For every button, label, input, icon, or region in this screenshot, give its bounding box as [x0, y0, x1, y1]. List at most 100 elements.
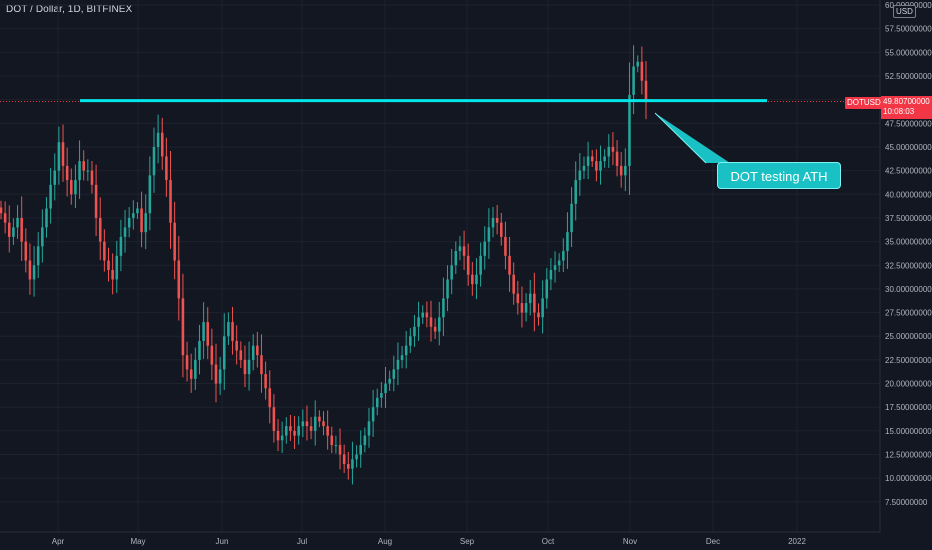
candle-body [280, 435, 284, 441]
candle-body [78, 161, 81, 181]
candle-body [103, 241, 106, 261]
candle-body [198, 340, 201, 360]
candle-body [61, 142, 65, 166]
candle-body [640, 61, 644, 81]
candle-body [218, 369, 222, 384]
candle-body [7, 222, 11, 237]
candle-body [355, 454, 358, 460]
callout-pointer-edge [654, 112, 707, 164]
symbol-price-tag: DOTUSD [845, 97, 883, 109]
candle-body [487, 227, 491, 242]
candle-body [3, 213, 7, 223]
y-tick-label: 40.00000000 [885, 190, 932, 199]
candle-body [173, 222, 176, 261]
candle-body [70, 180, 73, 195]
x-tick-label: Nov [623, 537, 637, 546]
candle-body [537, 312, 540, 318]
candle-body [251, 345, 255, 360]
candle-body [247, 359, 251, 375]
candle-body [603, 156, 606, 162]
candle-body [504, 236, 507, 256]
candle-body [338, 445, 342, 455]
candle-body [305, 421, 309, 427]
candle-body [508, 255, 511, 275]
x-tick-label: 2022 [788, 537, 806, 546]
candle-body [309, 426, 313, 431]
candle-body [140, 208, 143, 233]
candle-body [293, 430, 296, 436]
candle-body [541, 298, 544, 318]
candle-body [566, 232, 569, 252]
candle-body [289, 426, 292, 431]
candle-body [578, 170, 582, 181]
candle-body [586, 156, 590, 166]
y-tick-label: 42.50000000 [885, 167, 932, 176]
candle-body [545, 279, 549, 299]
x-tick-label: Oct [542, 537, 555, 546]
y-tick-label: 20.00000000 [885, 380, 932, 389]
candle-body [115, 255, 119, 280]
candle-body [553, 265, 557, 270]
currency-badge[interactable]: USD [893, 5, 916, 18]
candle-body [132, 213, 135, 218]
candle-body [231, 322, 234, 341]
callout-pointer [655, 113, 730, 163]
candle-body [632, 66, 635, 95]
candle-body [222, 336, 226, 370]
candle-body [260, 355, 263, 375]
candle-body [57, 142, 61, 171]
candle-body [24, 241, 28, 261]
candle-body [322, 421, 325, 427]
candle-body [491, 217, 495, 228]
y-tick-label: 22.50000000 [885, 356, 932, 365]
last-price-label: 49.80700000 10:08:03 [881, 96, 932, 119]
candle-body [615, 151, 619, 166]
y-tick-label: 37.50000000 [885, 214, 932, 223]
candle-body [512, 274, 515, 294]
y-tick-label: 15.00000000 [885, 427, 932, 436]
x-tick-label: Jun [216, 537, 229, 546]
y-tick-label: 10.00000000 [885, 474, 932, 483]
candle-body [570, 203, 573, 233]
candle-body [82, 161, 85, 171]
candle-body [16, 217, 19, 228]
candle-body [330, 435, 334, 446]
candle-body [49, 184, 52, 209]
candle-body [421, 312, 425, 318]
x-tick-label: Apr [52, 537, 65, 546]
candle-body [202, 322, 205, 341]
y-tick-label: 30.00000000 [885, 285, 932, 294]
candle-body [210, 345, 214, 365]
candle-body [557, 260, 561, 266]
candle-body [599, 161, 602, 171]
y-tick-label: 27.50000000 [885, 309, 932, 318]
candle-body [636, 61, 640, 67]
candle-body [276, 430, 280, 441]
candle-body [454, 251, 458, 266]
candle-body [595, 161, 598, 171]
candle-body [169, 180, 172, 223]
candle-body [268, 388, 272, 408]
ath-callout[interactable]: DOT testing ATH [717, 162, 841, 189]
candle-body [214, 364, 218, 384]
candle-body [442, 298, 445, 318]
candle-body [256, 345, 259, 356]
candle-body [425, 312, 429, 318]
candle-body [582, 165, 586, 171]
candle-body [98, 217, 102, 242]
candle-body [619, 165, 623, 176]
candle-body [194, 359, 197, 379]
x-tick-label: Sep [460, 537, 475, 546]
candle-body [127, 217, 131, 228]
candle-body [334, 445, 338, 447]
candle-body [384, 383, 387, 394]
candle-body [644, 80, 648, 102]
candle-body [165, 156, 168, 181]
candle-body [446, 279, 449, 299]
candle-body [363, 435, 367, 446]
candle-body [235, 340, 238, 351]
candle-body [347, 464, 350, 469]
candle-body [301, 421, 305, 427]
y-tick-label: 47.50000000 [885, 119, 932, 128]
